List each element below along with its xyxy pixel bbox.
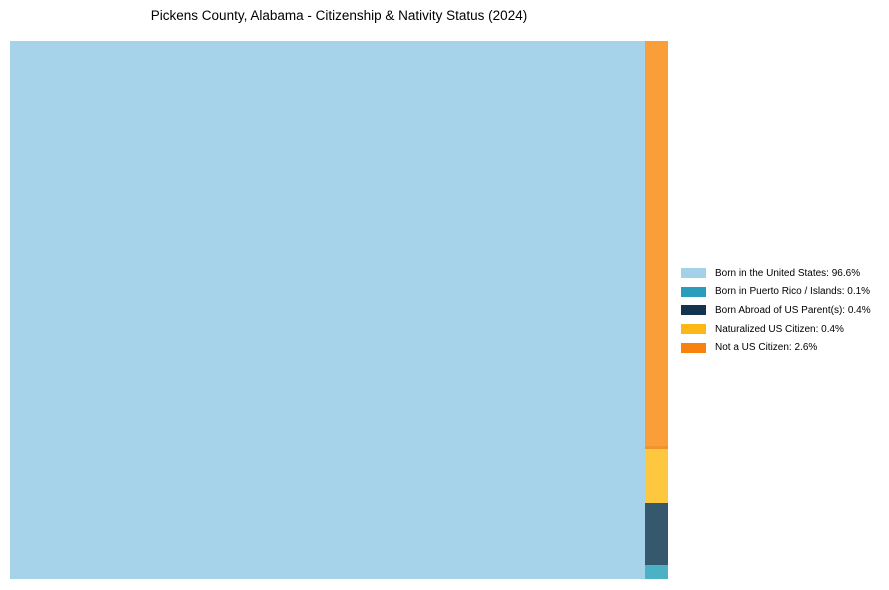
legend: Born in the United States: 96.6% Born in…	[681, 268, 871, 361]
legend-item-born-abroad: Born Abroad of US Parent(s): 0.4%	[681, 304, 871, 316]
legend-label-born-in-us: Born in the United States: 96.6%	[715, 267, 861, 279]
treemap-block-born-in-puerto-rico-islands	[645, 565, 668, 579]
legend-label-born-abroad: Born Abroad of US Parent(s): 0.4%	[715, 304, 871, 316]
legend-label-not-a-citizen: Not a US Citizen: 2.6%	[715, 342, 818, 354]
legend-swatch-not-a-citizen	[681, 342, 706, 353]
chart-title: Pickens County, Alabama - Citizenship & …	[150, 8, 528, 23]
legend-swatch-naturalized	[681, 324, 706, 335]
legend-label-naturalized: Naturalized US Citizen: 0.4%	[715, 323, 844, 335]
legend-swatch-born-in-us	[681, 268, 706, 278]
treemap-block-naturalized-us-citizen	[645, 449, 668, 503]
legend-label-born-in-puerto-rico: Born in Puerto Rico / Islands: 0.1%	[715, 286, 871, 298]
treemap-block-born-in-us	[10, 41, 645, 579]
legend-item-naturalized: Naturalized US Citizen: 0.4%	[681, 323, 871, 335]
legend-item-born-in-puerto-rico: Born in Puerto Rico / Islands: 0.1%	[681, 286, 871, 298]
treemap-block-not-a-us-citizen	[645, 41, 668, 446]
legend-swatch-born-abroad	[681, 305, 706, 316]
treemap-block-not-a-us-citizen-edge	[645, 446, 668, 449]
legend-item-not-a-citizen: Not a US Citizen: 2.6%	[681, 342, 871, 354]
legend-item-born-in-us: Born in the United States: 96.6%	[681, 267, 871, 279]
treemap-block-born-abroad-of-us-parents	[645, 503, 668, 565]
legend-swatch-born-in-puerto-rico	[681, 286, 706, 297]
